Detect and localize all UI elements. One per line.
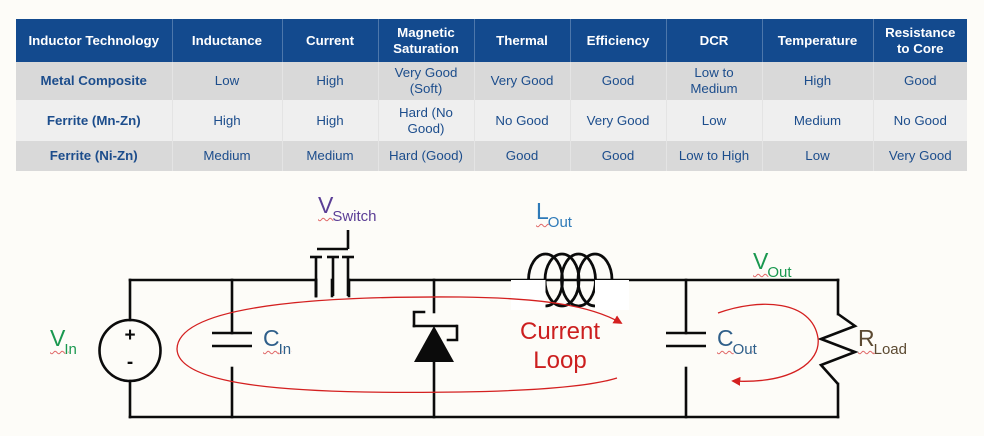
svg-text:+: +	[124, 325, 135, 346]
svg-text:-: -	[127, 352, 133, 373]
